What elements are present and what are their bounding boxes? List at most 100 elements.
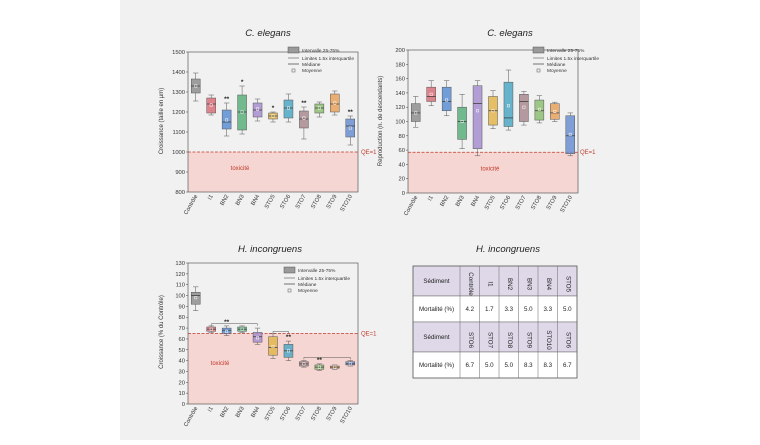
x-tick-label: STO6: [279, 194, 292, 210]
toxic-zone: [408, 152, 578, 193]
legend-hinc: Intervalle 25-75% Limites 1.5x interquar…: [283, 266, 350, 294]
mean-marker: [348, 126, 352, 130]
y-tick-label: 60: [179, 337, 185, 343]
y-tick-label: 800: [175, 190, 185, 196]
y-tick-label: 110: [176, 283, 185, 289]
y-tick-label: 160: [395, 77, 405, 83]
legend-box-label: Intervalle 25-75%: [547, 48, 585, 54]
box-bn3: [237, 94, 247, 131]
x-tick-label: Contrôle: [183, 194, 199, 216]
x-tick-label: STO5: [264, 406, 277, 422]
box-sto5: [268, 336, 278, 356]
x-tick-label: STO8: [310, 406, 323, 422]
y-tick-label: 90: [179, 304, 185, 310]
chart-title-growth: C. elegans: [245, 28, 291, 39]
bracket-sto5-sto6: [272, 331, 289, 334]
mean-marker: [491, 109, 495, 113]
table-value-row: [412, 295, 578, 323]
y-tick-label: 1400: [172, 70, 185, 76]
significance-marker: **: [286, 334, 292, 341]
x-tick-label: STO9: [326, 406, 339, 422]
y-tick-label: 1500: [172, 50, 185, 56]
x-tick-label: BN2: [220, 194, 231, 207]
table-column-header: STO9: [525, 332, 532, 349]
y-tick-label: 70: [179, 326, 185, 332]
legend-growth: Intervalle 25-75% Limites 1.5x interquar…: [287, 46, 354, 74]
table-column-header: STO8: [506, 332, 513, 349]
mean-marker: [553, 110, 557, 113]
significance-marker: **: [348, 109, 354, 116]
qe-label: QE=1: [361, 332, 377, 338]
mean-marker: [271, 114, 275, 118]
box-sto10: [345, 361, 356, 366]
y-tick-label: 0: [182, 402, 185, 408]
y-tick-label: 10: [179, 391, 185, 397]
x-tick-label: BN4: [470, 194, 481, 207]
qe-label: QE=1: [580, 150, 596, 156]
box-sto10: [565, 115, 576, 154]
x-tick-label: STO9: [546, 195, 559, 211]
legend-mean-swatch: [287, 288, 292, 293]
y-tick-label: 120: [175, 272, 185, 278]
table-title-mortality: H. incongruens: [476, 244, 540, 255]
y-label-hinc: Croissance (% du Contrôle): [159, 295, 165, 369]
x-tick-label: STO8: [310, 194, 323, 210]
y-tick-label: 40: [179, 359, 185, 365]
mean-marker: [317, 106, 321, 110]
mean-marker: [240, 327, 244, 331]
y-tick-label: 40: [399, 162, 405, 168]
box-bn3: [457, 106, 467, 140]
toxicity-label: toxicité: [481, 167, 500, 173]
table-column-header: STO10: [545, 330, 552, 350]
y-tick-label: 900: [175, 170, 185, 176]
legend-repro: Intervalle 25-75% Limites 1.5x interquar…: [532, 46, 599, 74]
legend-mean-swatch: [291, 68, 296, 73]
y-label-repro: Reproduction (n. de descendants): [378, 76, 384, 166]
mean-marker: [209, 327, 213, 331]
mean-marker: [317, 365, 321, 369]
y-tick-label: 1300: [172, 90, 185, 96]
box-sto7: [519, 94, 529, 122]
box-contrôle: [410, 103, 421, 122]
mean-marker: [507, 104, 510, 108]
y-tick-label: 0: [402, 191, 405, 197]
mean-marker: [348, 362, 352, 366]
toxicity-label: toxicité: [231, 166, 250, 172]
significance-marker: *: [272, 105, 275, 112]
y-tick-label: 20: [399, 177, 405, 183]
x-tick-label: STO9: [326, 194, 339, 210]
table-header-label: Sédiment: [423, 334, 449, 341]
table-value-cell: 6.7: [563, 362, 572, 369]
mean-marker: [445, 98, 449, 102]
table-value-cell: 6.7: [465, 362, 474, 369]
mean-marker: [271, 345, 275, 348]
table-row-label: Mortalité (%): [419, 362, 454, 369]
mean-marker: [568, 132, 572, 136]
box-sto9: [330, 93, 340, 113]
box-contrôle: [190, 292, 201, 305]
chart-hinc: QE=1 toxicité 0 10 20 30 40 50 60 70 80 90 100 110 120…: [175, 261, 377, 428]
table-value-cell: 8.3: [524, 362, 533, 369]
box-sto10: [345, 118, 356, 138]
mean-marker: [522, 105, 526, 109]
legend-mean-label: Moyenne: [547, 68, 567, 74]
x-tick-label: BN3: [235, 406, 246, 419]
table-column-header: BN2: [506, 278, 513, 291]
x-tick-label: STO5: [484, 195, 497, 211]
figure-panel: C. elegans C. elegans H. incongruens H. …: [120, 0, 640, 440]
legend-box-swatch: [287, 46, 300, 54]
significance-marker: **: [317, 357, 323, 364]
toxicity-label: toxicité: [211, 361, 230, 367]
x-tick-label: BN2: [220, 406, 231, 419]
chart-title-hinc: H. incongruens: [238, 244, 302, 255]
table-column-header: BN3: [525, 278, 532, 291]
mean-marker: [537, 107, 541, 111]
x-tick-label: STO10: [340, 406, 354, 425]
legend-median-label: Médiane: [547, 62, 566, 68]
table-column-header: I1: [486, 281, 493, 287]
significance-marker: **: [301, 100, 307, 107]
box-sto9: [550, 103, 560, 120]
table-value-cell: 5.0: [504, 362, 513, 369]
table-column-header: Contrôle: [467, 272, 474, 296]
y-tick-label: 130: [175, 261, 185, 267]
